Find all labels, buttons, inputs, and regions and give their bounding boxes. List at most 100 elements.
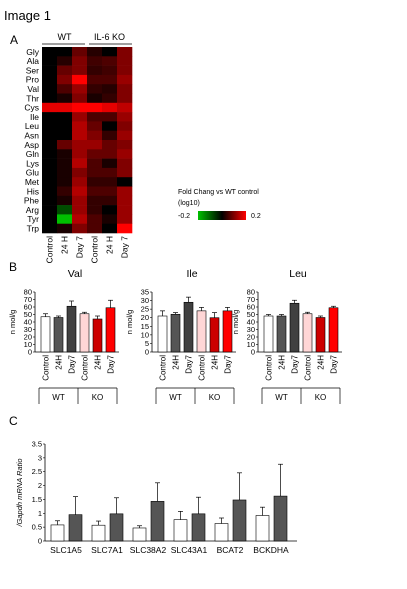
heatmap-row-label: Ser [26,65,39,75]
heatmap-cell [117,112,133,122]
heatmap-cell [57,65,73,76]
heatmap-cell [117,140,133,150]
heatmap-cell [117,84,133,94]
y-tick-label: 50 [247,310,255,319]
y-tick-label: 1 [38,509,42,518]
heatmap-cell [117,177,133,187]
heatmap-cell [42,65,58,76]
heatmap-cell [102,186,118,197]
bar [328,307,339,353]
x-tick-label: 24H [211,355,220,370]
heatmap-cell [72,47,88,57]
bar [232,499,247,542]
heatmap-colorbar: Fold Chang vs WT control (log10) -0.2 0.2 [178,189,261,220]
y-tick-label: 35 [141,288,149,297]
heatmap-cell [87,140,103,150]
heatmap-cell [42,205,58,215]
group-label: WT [52,393,65,402]
heatmap-cell [72,121,88,131]
y-tick-label: 0.5 [32,523,42,532]
heatmap-row-label: Trp [27,224,40,234]
heatmap-cell [102,167,118,178]
heatmap-cell [117,214,133,224]
heatmap-cell [72,140,88,150]
heatmap-cell [72,223,88,234]
heatmap-cell [42,74,58,85]
heatmap-cell [117,47,133,57]
bar [157,315,168,353]
bar [66,305,77,353]
heatmap-cell [57,214,73,224]
bar-chart-ylabel: n mol/g [231,310,240,335]
x-tick-label: Day7 [224,354,233,373]
y-tick-label: 10 [247,340,255,349]
y-tick-label: 80 [247,288,255,297]
bar [92,318,103,353]
y-tick-label: 10 [24,340,32,349]
y-tick-label: 20 [24,333,32,342]
bar [79,313,90,353]
heatmap-cell [57,205,73,215]
heatmap-cell [72,93,88,104]
bar [105,307,116,353]
bar-chart-ylabel: n mol/g [8,310,17,335]
heatmap-cell [57,177,73,187]
heatmap-cell [57,84,73,94]
heatmap-row-label: Thr [26,93,39,103]
bar-chart-ylabel: /Gapdh mRNA Ratio [15,458,24,527]
bar [68,514,83,542]
x-tick-label: SLC7A1 [91,545,123,555]
heatmap-cell [87,205,103,215]
heatmap-cell [102,56,118,66]
bar-chart-ylabel: n mol/g [125,310,134,335]
heatmap-group-label: IL-6 KO [94,32,125,42]
x-tick-label: Control [42,355,51,381]
heatmap-cell [72,112,88,122]
heatmap-cell [72,74,88,85]
group-label: WT [275,393,288,402]
heatmap-row-label: Glu [26,168,40,178]
heatmap-row-label: Gln [26,149,40,159]
heatmap-cell [117,223,133,234]
heatmap-cell [42,121,58,131]
heatmap-cell [102,158,118,169]
heatmap-row-label: Asn [24,131,39,141]
heatmap-cell [117,130,133,141]
heatmap-cell [87,93,103,104]
y-tick-label: 2 [38,481,42,490]
colorbar-min-label: -0.2 [178,213,190,220]
heatmap-cell [102,74,118,85]
heatmap-cell [57,140,73,150]
heatmap-cell [72,177,88,187]
figure-title: Image 1 [4,8,51,23]
x-tick-label: Control [81,355,90,381]
heatmap-cell [42,186,58,197]
x-tick-label: Day7 [68,354,77,373]
colorbar-label: Fold Chang vs WT control [178,189,259,196]
y-tick-label: 20 [247,333,255,342]
heatmap-cell [87,112,103,122]
heatmap-cell [87,186,103,197]
group-label: WT [169,393,182,402]
heatmap-cell [57,121,73,131]
x-tick-label: Control [198,355,207,381]
y-tick-label: 3.5 [32,440,42,449]
heatmap-cell [102,102,118,113]
bar [53,317,64,353]
heatmap-cell [117,65,133,76]
heatmap-cell [72,158,88,169]
colorbar-scale [198,211,246,220]
y-tick-label: 1.5 [32,495,42,504]
heatmap-cell [57,186,73,197]
heatmap-cell [102,149,118,159]
heatmap-column-label: Day 7 [120,236,130,258]
x-tick-label: Day7 [185,354,194,373]
x-tick-label: Day7 [330,354,339,373]
bar [50,524,65,542]
heatmap-cell [117,93,133,104]
heatmap-cell [57,47,73,57]
heatmap-cell [117,121,133,131]
heatmap-cell [42,177,58,187]
